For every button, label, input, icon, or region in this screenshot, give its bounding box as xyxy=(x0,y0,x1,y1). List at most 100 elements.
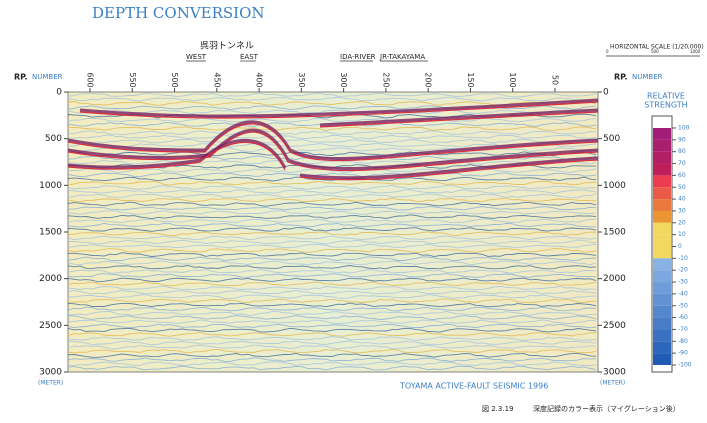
location-label: JR-TAKAYAMA xyxy=(379,53,425,61)
seismic-trace xyxy=(68,310,597,316)
rp-tick-label: 600 xyxy=(86,72,95,87)
depth-tick-label: 2000 xyxy=(603,274,626,284)
rp-tick-label: 500 xyxy=(170,72,179,87)
legend-swatch xyxy=(653,317,671,330)
caption: TOYAMA ACTIVE-FAULT SEISMIC 1996 xyxy=(399,382,548,391)
seismic-trace xyxy=(68,117,597,123)
seismic-trace xyxy=(68,331,596,337)
seismic-trace xyxy=(68,285,597,291)
rp-tick-label: 400 xyxy=(255,72,264,87)
depth-tick-label: 3000 xyxy=(39,368,62,378)
seismic-trace xyxy=(68,298,597,304)
rp-tick-label: 550 xyxy=(128,72,137,87)
seismic-trace xyxy=(68,159,597,165)
seismic-trace xyxy=(68,327,597,333)
seismic-trace xyxy=(68,302,597,308)
rp-unit: NUMBER xyxy=(632,73,663,81)
legend-swatch xyxy=(653,139,671,152)
seismic-trace xyxy=(68,357,597,362)
legend-tick-label: -70 xyxy=(678,326,688,333)
legend-tick-label: -30 xyxy=(678,279,688,286)
rp-tick-label: 350 xyxy=(297,72,306,87)
seismic-trace xyxy=(68,180,597,186)
depth-tick-label: 0 xyxy=(56,88,62,98)
seismic-trace xyxy=(68,252,597,258)
seismic-trace xyxy=(68,268,597,274)
legend-tick-label: 50 xyxy=(678,184,686,191)
seismic-trace xyxy=(68,210,597,215)
reflector xyxy=(68,123,598,162)
legend-swatch xyxy=(653,210,671,223)
depth-tick-label: 1500 xyxy=(39,228,62,238)
legend-tick-label: 70 xyxy=(678,160,686,167)
depth-tick-label: 3000 xyxy=(603,368,626,378)
legend-swatch xyxy=(653,163,671,176)
seismic-traces xyxy=(68,92,598,371)
seismic-trace xyxy=(68,214,597,220)
seismic-trace xyxy=(68,151,597,157)
depth-tick-label: 2000 xyxy=(39,274,62,284)
legend-swatch xyxy=(653,305,671,318)
location-label: EAST xyxy=(240,53,259,61)
seismic-trace xyxy=(68,294,597,300)
seismic-trace xyxy=(68,189,597,194)
depth-tick-label: 0 xyxy=(603,88,609,98)
legend-tick-label: 10 xyxy=(678,231,686,238)
depth-tick-label: 2500 xyxy=(39,321,62,331)
seismic-trace xyxy=(68,235,597,241)
rp-tick-label: 300 xyxy=(339,72,348,87)
reflector xyxy=(68,141,286,171)
rp-tick-label: 450 xyxy=(212,72,221,87)
scale-label: HORIZONTAL SCALE (1/20,000) xyxy=(610,44,704,51)
rp-tick-label: 200 xyxy=(424,72,433,87)
legend-swatch xyxy=(653,175,671,188)
legend-tick-label: -50 xyxy=(678,302,688,309)
scale-mark: 0 xyxy=(606,49,609,54)
legend-swatch xyxy=(653,329,671,342)
scale-mark: 1000 xyxy=(690,49,701,54)
legend-swatch xyxy=(653,234,671,247)
seismic-trace xyxy=(68,340,597,346)
title: DEPTH CONVERSION xyxy=(92,4,265,22)
legend-tick-label: -40 xyxy=(678,290,688,297)
legend-swatch xyxy=(653,341,671,354)
seismic-trace xyxy=(68,260,597,266)
rp-label: RP. xyxy=(14,73,28,82)
seismic-trace xyxy=(68,243,597,249)
legend-tick-label: -100 xyxy=(678,362,692,369)
seismic-trace xyxy=(68,319,597,324)
seismic-trace xyxy=(68,92,597,98)
seismic-trace xyxy=(68,218,597,224)
legend-tick-label: -20 xyxy=(678,267,688,274)
rp-tick-label: 100 xyxy=(508,72,517,87)
reflector xyxy=(319,108,598,127)
seismic-trace xyxy=(68,306,597,312)
seismic-trace xyxy=(68,206,597,211)
seismic-trace xyxy=(68,130,597,136)
seismic-trace xyxy=(68,201,597,207)
reflector xyxy=(68,131,598,172)
depth-tick-label: 1000 xyxy=(39,181,62,191)
rp-label: RP. xyxy=(614,73,628,82)
legend-title: STRENGTH xyxy=(644,101,687,110)
seismic-trace xyxy=(68,344,597,350)
reflector xyxy=(68,138,287,169)
legend-swatch xyxy=(653,258,671,271)
depth-tick-label: 2500 xyxy=(603,321,626,331)
seismic-trace xyxy=(68,239,597,245)
reflector xyxy=(299,156,598,180)
seismic-trace xyxy=(68,336,597,341)
legend-tick-label: -90 xyxy=(678,350,688,357)
seismic-trace xyxy=(68,281,597,287)
depth-tick-label: 1000 xyxy=(603,181,626,191)
legend-frame xyxy=(651,115,673,373)
seismic-trace xyxy=(68,227,597,232)
reflector xyxy=(68,120,598,161)
seismic-trace xyxy=(68,184,597,190)
depth-unit: (METER) xyxy=(38,380,63,387)
legend-swatch xyxy=(653,199,671,211)
legend-tick-label: 80 xyxy=(678,148,686,155)
legend-tick-label: -60 xyxy=(678,314,688,321)
reflector xyxy=(299,159,598,181)
seismic-trace xyxy=(68,109,597,115)
